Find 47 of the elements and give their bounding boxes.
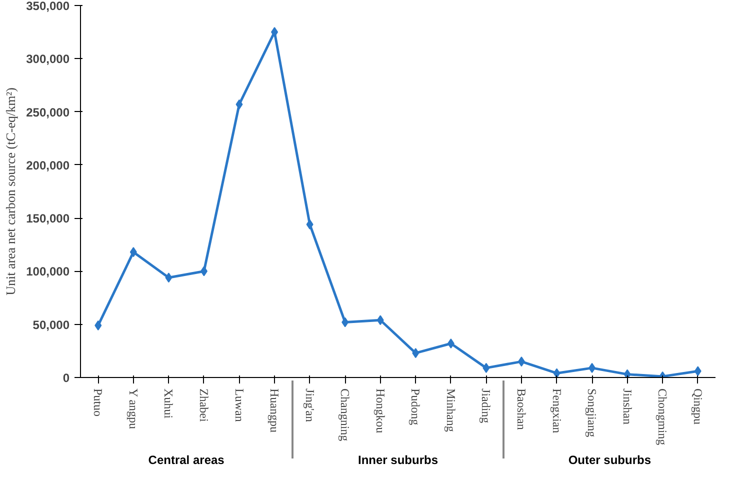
x-tick-label: Luwan [232,388,246,422]
point [130,247,137,258]
x-tick-label: Y angpu [126,388,140,430]
x-tick-label: Minhang [444,388,458,432]
y-tick-label: 150,000 [26,212,70,226]
y-tick-label: 50,000 [32,318,70,332]
x-tick-label: Jiading [479,388,494,424]
x-tick-label: Putuo [91,388,106,417]
y-axis-title: Unit area net carbon source (tC-eq/km²) [3,88,18,296]
x-tick-label: Xuhui [162,388,176,420]
point [200,266,208,276]
x-tick-label: Chongming [656,388,670,446]
point [376,315,384,326]
text: Central areas [148,453,225,468]
x-tick-label: Songjiang [585,388,600,438]
x-tick-label: Fengxian [550,388,564,434]
x-tick-label: Hongkou [373,388,388,434]
point [271,27,278,38]
point [553,368,560,378]
y-tick-label: 300,000 [26,52,70,66]
y-tick-label: 100,000 [26,264,70,279]
x-tick-label: Pudong [408,388,423,426]
point [412,348,420,358]
x-tick-label: Baoshan [514,388,528,430]
x-tick-label: Zhabei [196,388,211,422]
y-tick-label: 200,000 [26,158,70,172]
point [165,272,172,283]
point [694,366,702,376]
x-tick-label: Jinshan [620,388,634,424]
y-tick-label: 0 [62,371,70,385]
text: Outer suburbs [568,453,652,468]
y-tick-label: 350,000 [26,0,70,13]
x-tick-label: Jing'an [302,388,317,422]
y-tick-label: 250,000 [26,105,70,120]
point [447,338,454,348]
point [588,362,596,373]
x-tick-label: Changning [338,388,352,442]
point [342,317,349,328]
point [482,362,490,373]
x-tick-label: Qingpu [690,388,705,424]
text: Inner suburbs [358,453,438,468]
x-tick-label: Huangpu [268,388,282,432]
point [236,99,243,110]
point [306,219,314,230]
point [94,320,102,330]
point [518,356,525,367]
point [624,369,631,378]
